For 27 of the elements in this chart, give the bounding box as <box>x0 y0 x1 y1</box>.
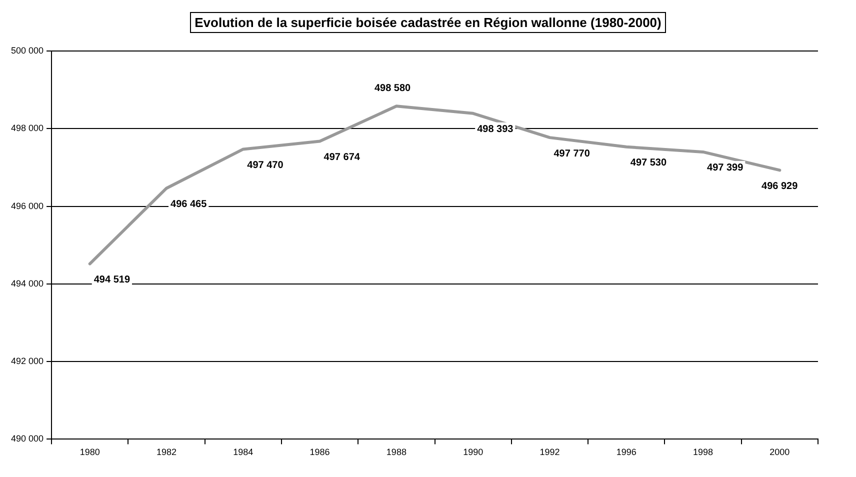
y-tick-label: 498 000 <box>10 123 44 134</box>
y-tick-label: 496 000 <box>10 200 44 211</box>
x-tick-label: 1996 <box>616 447 636 458</box>
x-tick-label: 1984 <box>233 447 254 458</box>
x-tick-label: 1990 <box>463 447 484 458</box>
y-tick-label: 490 000 <box>10 434 44 444</box>
data-label: 497 470 <box>247 160 284 171</box>
y-tick-label: 500 000 <box>10 45 44 56</box>
y-tick-label: 494 000 <box>10 278 44 288</box>
data-label: 498 393 <box>477 124 514 136</box>
data-label: 497 770 <box>554 148 590 160</box>
data-label: 496 465 <box>170 198 208 210</box>
x-tick-label: 1992 <box>540 447 560 458</box>
x-tick-label: 1986 <box>310 447 330 458</box>
data-label: 497 399 <box>707 162 744 174</box>
chart-title: Evolution de la superficie boisée cadastrée en Région wallonne (1980-2000) <box>190 12 666 33</box>
y-tick-label: 492 000 <box>10 356 44 366</box>
x-tick-label: 1982 <box>156 447 177 458</box>
data-label: 497 530 <box>630 158 667 169</box>
data-label: 494 519 <box>94 274 130 286</box>
data-label: 497 674 <box>324 152 360 164</box>
x-tick-label: 1980 <box>80 447 100 458</box>
x-tick-label: 1988 <box>386 447 406 458</box>
x-tick-label: 2000 <box>770 447 790 458</box>
data-label: 496 929 <box>762 180 798 192</box>
x-tick-label: 1998 <box>693 447 714 458</box>
data-label: 498 580 <box>374 82 412 94</box>
